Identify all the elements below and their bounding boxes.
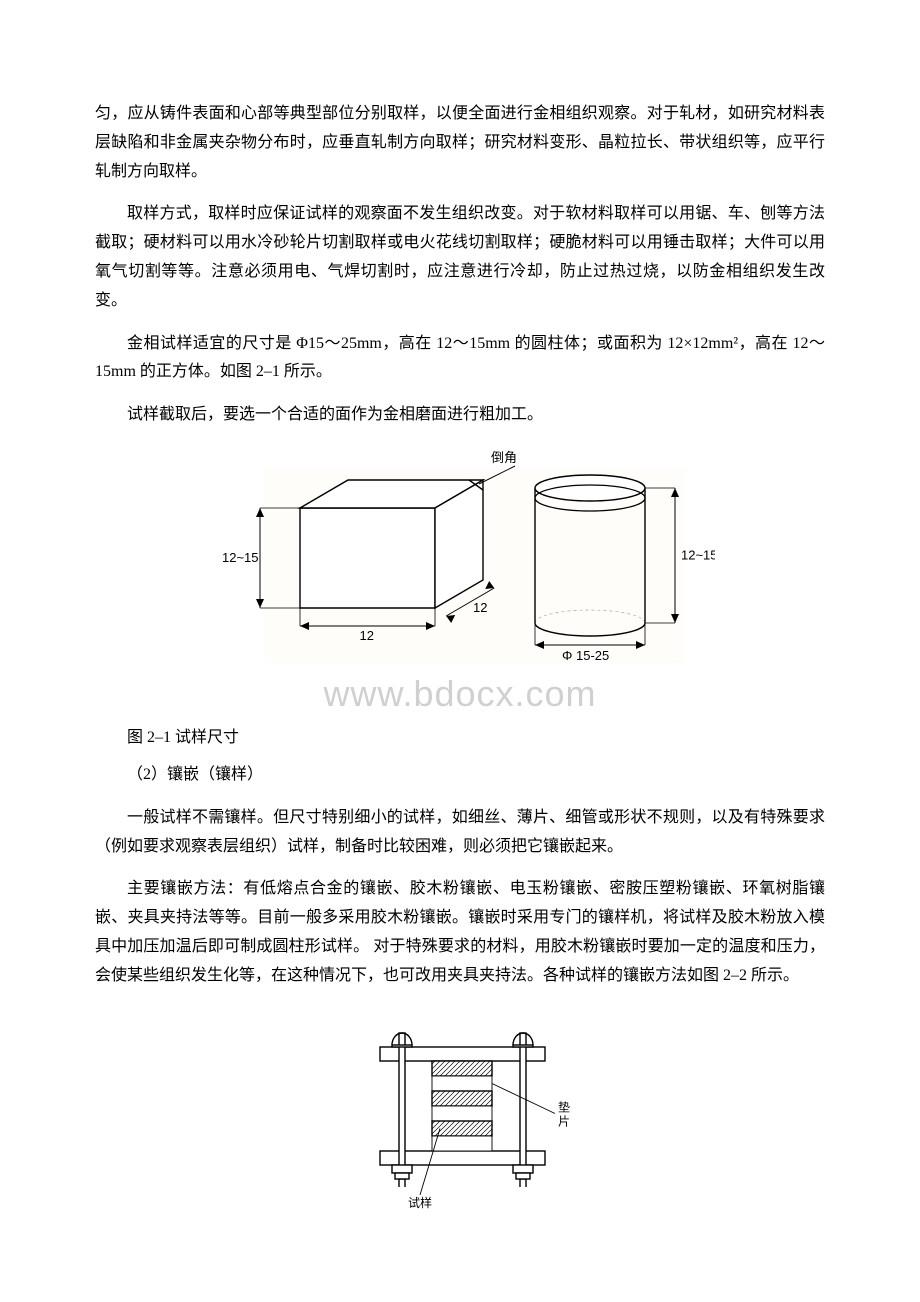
body-paragraph: 取样方式，取样时应保证试样的观察面不发生组织改变。对于软材料取样可以用锯、车、刨… [95,200,825,315]
body-paragraph: 匀，应从铸件表面和心部等典型部位分别取样，以便全面进行金相组织观察。对于轧材，如… [95,100,825,186]
svg-text:倒角: 倒角 [491,450,517,465]
body-paragraph: 一般试样不需镶样。但尺寸特别细小的试样，如细丝、薄片、细管或形状不规则，以及有特… [95,804,825,862]
svg-text:片: 片 [558,1114,570,1128]
figure-1-caption: 图 2–1 试样尺寸 [95,723,825,747]
watermark-text: www.bdocx.com [95,673,825,715]
svg-text:试样: 试样 [408,1195,432,1209]
body-paragraph: 试样截取后，要选一个合适的面作为金相磨面进行粗加工。 [95,401,825,430]
body-paragraph: （2）镶嵌（镶样） [95,761,825,790]
body-paragraph: 金相试样适宜的尺寸是 Φ15～25mm，高在 12～15mm 的圆柱体；或面积为… [95,330,825,388]
svg-text:垫: 垫 [558,1099,570,1114]
svg-text:12~15: 12~15 [681,547,715,562]
svg-text:12~15: 12~15 [222,550,259,565]
figure-2: 垫片试样 [135,1009,825,1209]
figure-1: 倒角 12~15 12 12 12~15 Φ 15-25 [95,448,825,673]
body-paragraph: 主要镶嵌方法：有低熔点合金的镶嵌、胶木粉镶嵌、电玉粉镶嵌、密胺压塑粉镶嵌、环氧树… [95,875,825,990]
svg-text:12: 12 [473,600,487,615]
svg-text:12: 12 [360,628,374,643]
svg-text:Φ 15-25: Φ 15-25 [562,648,609,663]
